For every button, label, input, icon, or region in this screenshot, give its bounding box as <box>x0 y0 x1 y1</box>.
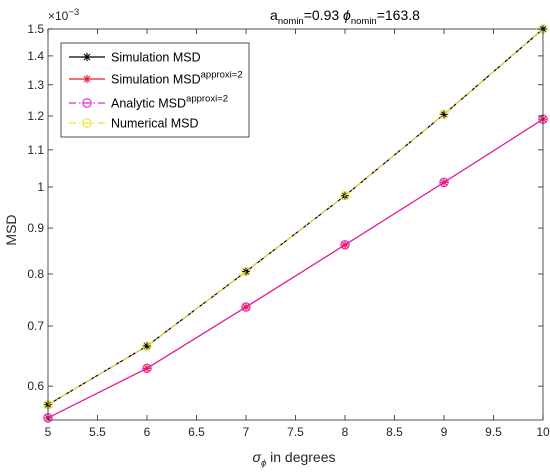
x-tick-label: 10 <box>536 425 550 439</box>
x-tick-label: 5.5 <box>89 425 106 439</box>
legend-marker <box>82 74 92 84</box>
series-3-point <box>340 240 350 250</box>
title-phi-value: =163.8 <box>377 7 420 23</box>
title-a-sub: nomin <box>278 16 304 27</box>
x-tick-label: 6 <box>144 425 151 439</box>
series-4-point <box>142 341 152 351</box>
x-tick-label: 6.5 <box>188 425 205 439</box>
legend-label: Simulation MSD <box>111 51 201 65</box>
axes-layer: 5 5.5 6 6.5 7 7.5 8 8.5 9 9.5 10 0.6 0.7 0.8 0.9 1 1.1 1.… <box>27 22 550 439</box>
title-a-value: =0.93 <box>304 7 343 23</box>
legend-label-sup: approxi=2 <box>201 70 243 81</box>
series-3-point <box>439 177 449 188</box>
legend-marker <box>82 118 92 128</box>
y-tick-label: 1.4 <box>27 49 44 63</box>
chart-title: anomin=0.93 ϕnomin=163.8 <box>270 7 420 27</box>
legend-label: Analytic MSDapproxi=2 <box>111 94 228 111</box>
legend-entry-4: Numerical MSD <box>69 117 199 131</box>
series-layer <box>43 24 548 423</box>
legend-entry-2: Simulation MSDapproxi=2 <box>69 70 243 87</box>
y-exponent-base: ×10 <box>48 9 69 23</box>
series-3-point <box>241 302 251 312</box>
x-tick-label: 5 <box>45 425 52 439</box>
x-label-sigma: σ <box>252 449 261 465</box>
series-3 <box>43 114 548 423</box>
y-tick-label: 0.6 <box>27 379 44 393</box>
y-axis-label: MSD <box>3 214 19 245</box>
title-phi: ϕ <box>343 7 351 23</box>
legend-label: Numerical MSD <box>111 117 199 131</box>
x-label-phi-sub: ϕ <box>261 458 266 469</box>
title-a: a <box>270 7 278 23</box>
x-tick-label: 8 <box>342 425 349 439</box>
series-3-line <box>47 118 544 419</box>
legend-entry-1: Simulation MSD <box>69 51 201 65</box>
legend-box <box>60 42 250 138</box>
legend-label-main: Simulation MSD <box>111 51 201 65</box>
series-2-point <box>142 364 152 373</box>
y-tick-label: 0.9 <box>27 221 44 235</box>
x-axis-label: σϕ in degrees <box>252 449 335 469</box>
y-tick-label: 1.2 <box>27 109 44 123</box>
y-tick-label: 1.1 <box>27 143 44 157</box>
legend-entry-3: Analytic MSDapproxi=2 <box>69 94 228 111</box>
title-phi-sub: nomin <box>351 16 377 27</box>
legend-label-sup: approxi=2 <box>186 94 228 105</box>
legend-marker <box>82 52 92 62</box>
x-tick-label: 9.5 <box>485 425 502 439</box>
y-tick-label: 1.5 <box>27 22 44 36</box>
series-2-point <box>241 302 251 312</box>
legend-marker <box>82 98 92 108</box>
y-exponent-power: −3 <box>68 7 79 18</box>
series-4-point <box>439 109 449 120</box>
legend-label-main: Analytic MSD <box>111 97 186 111</box>
x-tick-label: 7 <box>243 425 250 439</box>
legend-label-main: Numerical MSD <box>111 117 199 131</box>
x-tick-label: 9 <box>441 425 448 439</box>
y-tick-label: 0.7 <box>27 319 44 333</box>
series-3-point <box>142 363 152 374</box>
x-tick-label: 8.5 <box>386 425 403 439</box>
series-2-point <box>439 178 449 187</box>
x-label-rest: in degrees <box>266 449 335 465</box>
x-tick-label: 7.5 <box>287 425 304 439</box>
legend-label-main: Simulation MSD <box>111 73 201 87</box>
y-tick-label: 0.8 <box>27 267 44 281</box>
series-4-line <box>47 28 544 406</box>
series-4-point <box>241 266 251 277</box>
y-exponent-label: ×10−3 <box>48 7 79 23</box>
series-4-point <box>340 190 350 201</box>
legend-label: Simulation MSDapproxi=2 <box>111 70 243 87</box>
y-tick-label: 1 <box>37 180 44 194</box>
y-tick-label: 1.3 <box>27 78 44 92</box>
